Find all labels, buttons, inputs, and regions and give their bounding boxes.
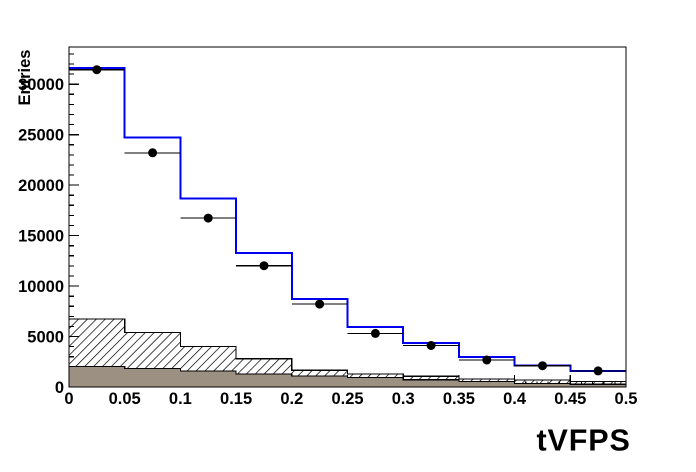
svg-text:Entries: Entries [16,50,34,106]
svg-text:tVFPS: tVFPS [536,424,630,458]
svg-text:0.25: 0.25 [331,390,363,408]
svg-text:0.15: 0.15 [220,390,252,408]
svg-text:25000: 25000 [18,127,64,145]
svg-text:0.3: 0.3 [392,390,415,408]
svg-text:10000: 10000 [18,278,64,296]
svg-text:0.2: 0.2 [280,390,303,408]
svg-text:15000: 15000 [18,227,64,245]
svg-text:5000: 5000 [27,328,64,346]
svg-text:20000: 20000 [18,177,64,195]
svg-text:0: 0 [55,379,64,397]
svg-text:30000: 30000 [18,76,64,94]
svg-text:0.35: 0.35 [443,390,475,408]
svg-text:0.45: 0.45 [554,390,586,408]
svg-text:0.4: 0.4 [503,390,527,408]
svg-text:0.05: 0.05 [109,390,141,408]
svg-text:0: 0 [64,390,73,408]
svg-text:0.5: 0.5 [615,390,638,408]
svg-text:0.1: 0.1 [169,390,192,408]
